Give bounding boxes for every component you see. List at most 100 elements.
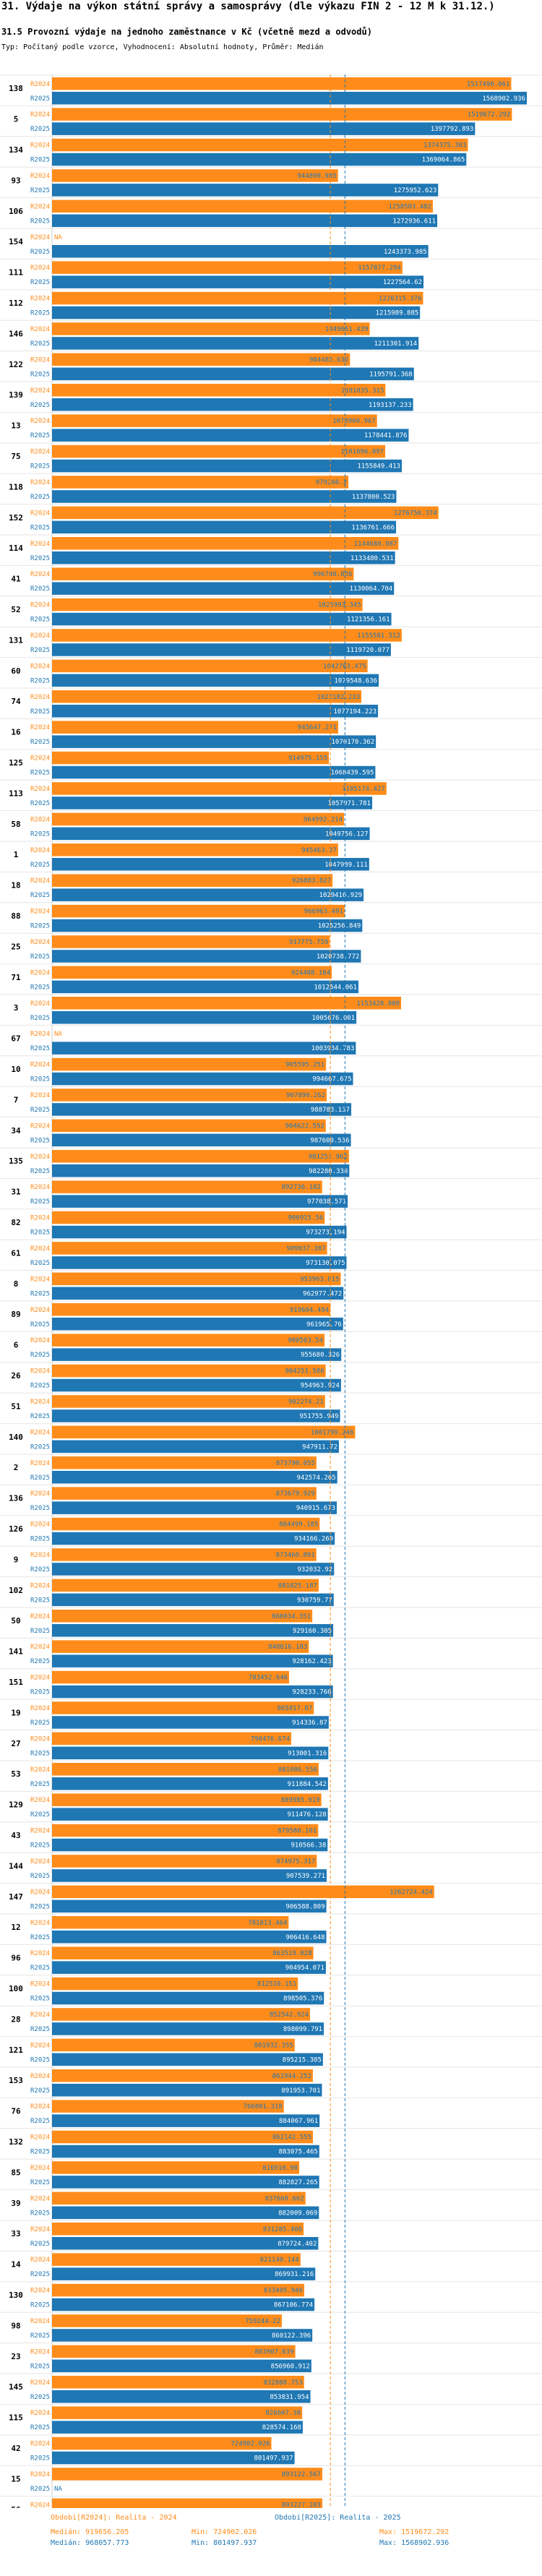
bar-value-label: 1049756.127 [325,830,369,838]
bar-value-label: 928233.766 [293,1689,332,1696]
category-label: 138 [9,84,23,93]
category-label: 60 [11,666,20,676]
series-tick-label: R2025 [30,1474,50,1482]
bar-value-label: 1003934.783 [311,1045,355,1052]
bar-value-label: 828574.168 [262,2424,301,2431]
series-tick-label: R2025 [30,2271,50,2278]
bar-r2025 [52,827,370,841]
bar-r2025 [52,490,397,503]
series-tick-label: R2025 [30,310,50,317]
chart-legend: Obdobi[R2024]: Realita - 2024 Obdobi[R20… [0,2508,542,2573]
series-tick-label: R2024 [30,2134,50,2142]
series-tick-label: R2024 [30,1981,50,1988]
bar-r2024 [52,935,330,948]
category-label: 132 [9,2137,23,2147]
series-tick-label: R2025 [30,923,50,930]
bar-value-label: 906588.809 [285,1903,324,1910]
series-tick-label: R2025 [30,187,50,194]
bar-value-label: 1077194.223 [333,708,377,716]
bar-r2024 [52,1946,314,1959]
series-tick-label: R2025 [30,1689,50,1696]
bar-value-label: 801932.355 [254,2042,293,2049]
bar-value-label: 962977.472 [303,1290,342,1297]
category-label: 25 [11,942,20,951]
series-tick-label: R2025 [30,585,50,593]
category-label: 136 [9,1494,23,1503]
bar-r2025 [52,459,403,473]
bar-r2025 [52,398,413,411]
series-tick-label: R2024 [30,449,50,456]
bar-value-label: 1568902.936 [482,95,525,103]
bar-r2025 [52,1164,350,1177]
bar-r2024 [52,1732,292,1746]
series-tick-label: R2024 [30,1552,50,1559]
series-tick-label: R2024 [30,2288,50,2295]
bar-r2024 [52,843,338,856]
bar-value-label: 861944.252 [272,2073,311,2080]
bar-r2024 [52,77,512,90]
bar-value-label: 1079548.636 [334,677,377,684]
bar-value-label: 907539.271 [286,1873,325,1880]
bar-r2025 [52,643,391,656]
category-label: 139 [9,390,23,400]
bar-value-label: 1258503.482 [388,203,431,210]
bar-r2024 [52,414,377,427]
bar-r2024 [52,1057,327,1071]
bar-r2024 [52,506,439,520]
bar-value-label: 914336.87 [292,1720,327,1727]
bar-value-label: 884499.185 [279,1521,318,1529]
bar-r2025 [52,888,364,901]
category-label: 28 [11,2014,20,2024]
bar-r2025 [52,245,429,258]
series-tick-label: R2025 [30,1934,50,1941]
bar-r2024 [52,322,370,335]
bar-r2024 [52,1517,320,1531]
bar-value-label: 759244.22 [245,2318,280,2325]
series-tick-label: R2025 [30,1536,50,1543]
bar-value-label: 874975.317 [276,1858,315,1866]
bar-r2025 [52,367,414,381]
series-tick-label: R2025 [30,677,50,684]
category-label: 85 [11,2168,20,2177]
series-tick-label: R2025 [30,249,50,256]
series-tick-label: R2024 [30,694,50,701]
bar-r2025 [52,1716,329,1729]
series-tick-label: R2024 [30,2471,50,2478]
bar-r2025 [52,1318,343,1331]
bar-r2024 [52,1395,325,1408]
bar-value-label: 1001799.246 [311,1429,354,1436]
series-tick-label: R2024 [30,1889,50,1896]
bar-value-label: 816910.98 [262,2165,298,2172]
category-label: 145 [9,2382,23,2392]
category-label: 43 [11,1831,20,1840]
bar-r2024 [52,1763,319,1776]
series-tick-label: R2025 [30,1903,50,1910]
bar-r2024 [52,1548,317,1561]
na-label: NA [54,1031,62,1038]
bar-value-label: 996780.836 [313,571,352,578]
series-tick-label: R2025 [30,1413,50,1420]
series-tick-label: R2024 [30,1245,50,1253]
bar-value-label: 783452.646 [249,1675,288,1682]
bar-value-label: 1517490.061 [467,81,510,88]
series-tick-label: R2024 [30,877,50,885]
bar-r2025 [52,184,439,197]
series-tick-label: R2024 [30,1122,50,1130]
bar-value-label: 911476.128 [287,1811,326,1819]
bar-r2024 [52,1487,317,1500]
series-tick-label: R2024 [30,479,50,486]
bar-value-label: 1070170.362 [332,739,375,746]
series-tick-label: R2024 [30,1920,50,1927]
bar-r2024 [52,1793,322,1806]
bar-r2024 [52,2406,303,2419]
series-tick-label: R2025 [30,279,50,286]
category-label: 50 [11,1616,20,1626]
series-tick-label: R2025 [30,494,50,501]
series-tick-label: R2025 [30,1842,50,1850]
category-label: 134 [9,145,23,155]
category-label: 16 [11,728,21,737]
bar-r2024 [52,199,433,213]
series-tick-label: R2025 [30,2455,50,2463]
bar-value-label: 982280.338 [309,1168,348,1175]
series-tick-label: R2024 [30,1858,50,1866]
